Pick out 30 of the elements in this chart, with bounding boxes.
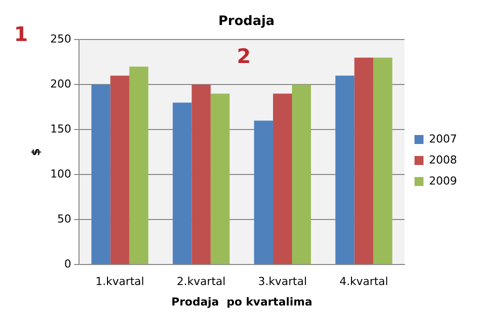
bar [110, 76, 130, 264]
bar [373, 58, 392, 264]
bar [91, 84, 110, 264]
bar [192, 84, 211, 264]
bar [129, 66, 148, 264]
text: 1 [14, 22, 28, 46]
chart-title: Prodaja [218, 14, 275, 30]
bar [273, 94, 292, 264]
bar [292, 84, 311, 264]
legend-label: 2007 [429, 132, 458, 146]
bar [254, 120, 274, 264]
y-tick-label: 0 [64, 257, 72, 270]
bar [354, 58, 374, 264]
y-tick-label: 100 [50, 167, 72, 180]
x-tick-label: 1.kvartal [95, 275, 144, 288]
x-tick-label: 3.kvartal [258, 275, 307, 288]
x-axis-title: Prodaja po kvartalima [171, 295, 312, 308]
y-tick-label: 200 [50, 77, 72, 90]
y-tick-label: 150 [50, 122, 72, 136]
bar [172, 102, 192, 264]
annotation: 2 [236, 44, 251, 68]
bar [335, 76, 354, 264]
bar [210, 94, 230, 264]
y-axis-title: $ [29, 148, 42, 156]
legend-label: 2009 [429, 174, 458, 188]
y-tick-label: 50 [57, 212, 72, 226]
x-tick-label: 4.kvartal [339, 275, 388, 288]
legend-label: 2008 [429, 153, 458, 166]
y-tick-label: 250 [50, 32, 72, 46]
x-tick-label: 2.kvartal [176, 275, 226, 288]
